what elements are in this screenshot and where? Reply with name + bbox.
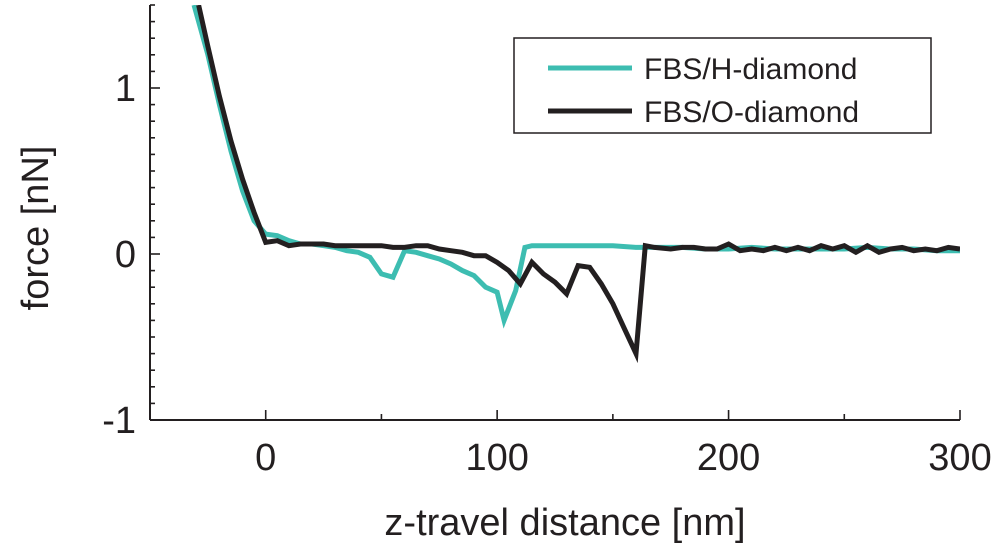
legend-box [513,37,932,134]
x-tick-label: 200 [697,437,760,479]
axes-layer [149,5,960,421]
x-tick-label: 100 [465,437,528,479]
y-tick-label: 1 [115,68,136,110]
legend-label-fbs-h-diamond: FBS/H-diamond [644,53,857,86]
legend: FBS/H-diamond FBS/O-diamond [513,37,932,134]
x-axis-title: z-travel distance [nm] [384,502,745,544]
ticks-layer: -1 0 1 0 100 200 300 [102,4,992,479]
series-layer [191,5,960,364]
legend-label-fbs-o-diamond: FBS/O-diamond [644,96,859,129]
series-line-fbs-o-diamond [196,5,960,364]
x-tick-label: 0 [255,437,276,479]
x-tick-label: 300 [928,437,991,479]
y-tick-label: 0 [115,234,136,276]
y-axis-title: force [nN] [15,146,57,311]
y-tick-label: -1 [102,400,136,442]
